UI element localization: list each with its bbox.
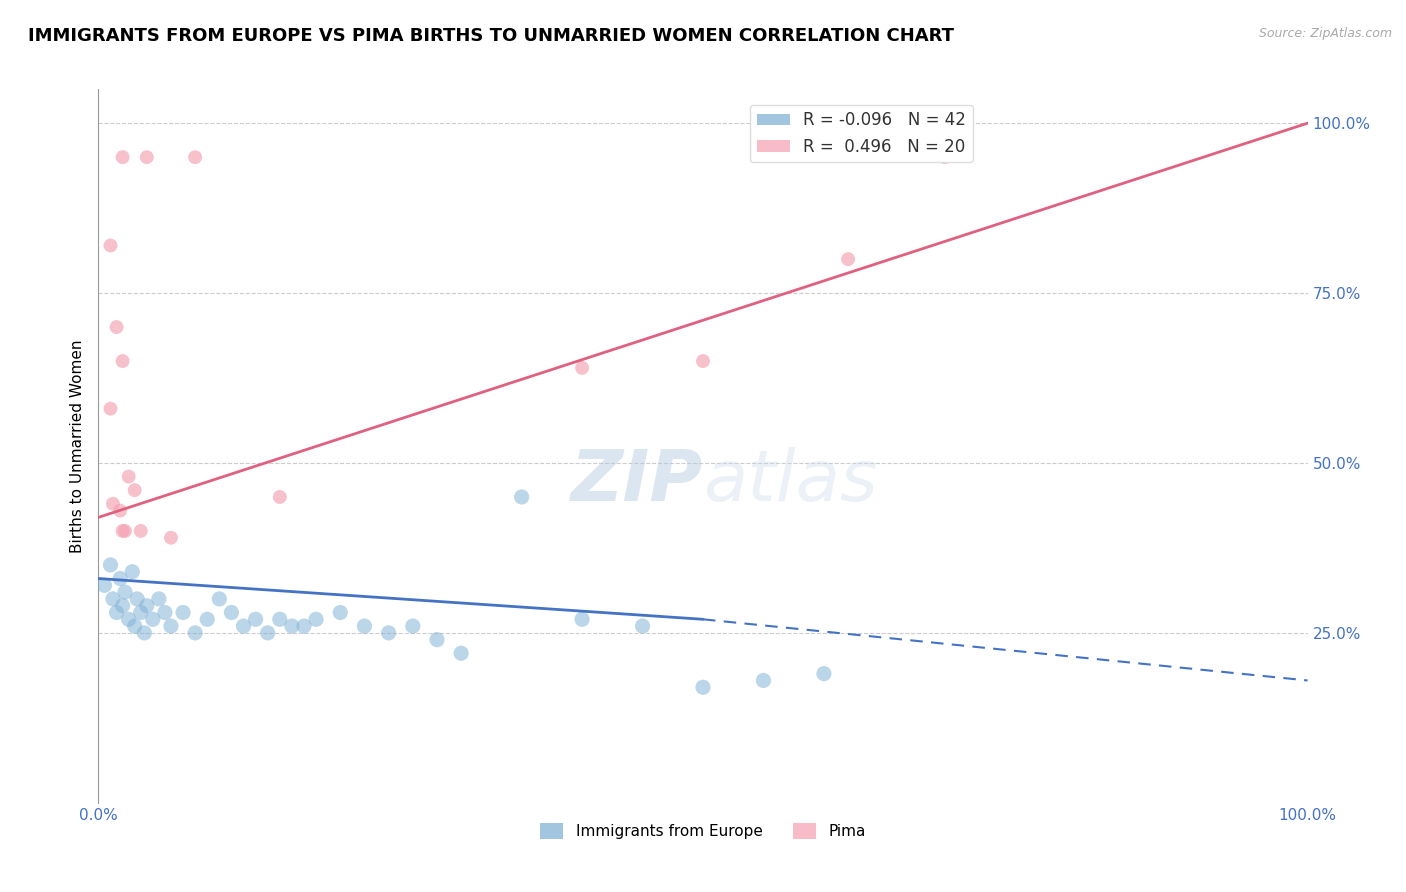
Text: IMMIGRANTS FROM EUROPE VS PIMA BIRTHS TO UNMARRIED WOMEN CORRELATION CHART: IMMIGRANTS FROM EUROPE VS PIMA BIRTHS TO…: [28, 27, 955, 45]
Point: [571, 360, 593, 375]
Point: [172, 606, 194, 620]
Point: [129, 606, 152, 620]
Point: [256, 626, 278, 640]
Point: [160, 619, 183, 633]
Point: [269, 490, 291, 504]
Point: [934, 150, 956, 164]
Point: [208, 591, 231, 606]
Point: [232, 619, 254, 633]
Point: [692, 354, 714, 368]
Point: [105, 606, 128, 620]
Point: [813, 666, 835, 681]
Point: [111, 599, 134, 613]
Point: [221, 606, 243, 620]
Point: [101, 591, 124, 606]
Point: [118, 469, 141, 483]
Point: [450, 646, 472, 660]
Point: [631, 619, 654, 633]
Point: [124, 483, 146, 498]
Point: [269, 612, 291, 626]
Point: [195, 612, 218, 626]
Point: [692, 680, 714, 694]
Point: [135, 599, 157, 613]
Point: [100, 558, 122, 572]
Point: [402, 619, 425, 633]
Point: [752, 673, 775, 688]
Point: [114, 585, 136, 599]
Point: [111, 524, 134, 538]
Point: [353, 619, 375, 633]
Point: [100, 401, 122, 416]
Point: [426, 632, 449, 647]
Point: [114, 524, 136, 538]
Point: [281, 619, 304, 633]
Point: [100, 238, 122, 252]
Y-axis label: Births to Unmarried Women: Births to Unmarried Women: [69, 339, 84, 553]
Point: [184, 150, 207, 164]
Point: [105, 320, 128, 334]
Text: ZIP: ZIP: [571, 447, 703, 516]
Point: [108, 503, 131, 517]
Point: [124, 619, 146, 633]
Point: [101, 497, 124, 511]
Point: [329, 606, 352, 620]
Point: [118, 612, 141, 626]
Point: [571, 612, 593, 626]
Point: [129, 524, 152, 538]
Point: [135, 150, 157, 164]
Point: [121, 565, 143, 579]
Point: [134, 626, 156, 640]
Point: [108, 572, 131, 586]
Point: [142, 612, 165, 626]
Point: [510, 490, 533, 504]
Point: [127, 591, 149, 606]
Point: [292, 619, 315, 633]
Point: [93, 578, 115, 592]
Point: [245, 612, 267, 626]
Text: Source: ZipAtlas.com: Source: ZipAtlas.com: [1258, 27, 1392, 40]
Point: [837, 252, 859, 266]
Point: [111, 150, 134, 164]
Point: [148, 591, 170, 606]
Point: [184, 626, 207, 640]
Point: [111, 354, 134, 368]
Point: [153, 606, 176, 620]
Point: [160, 531, 183, 545]
Point: [305, 612, 328, 626]
Legend: Immigrants from Europe, Pima: Immigrants from Europe, Pima: [534, 817, 872, 845]
Point: [377, 626, 399, 640]
Text: atlas: atlas: [703, 447, 877, 516]
